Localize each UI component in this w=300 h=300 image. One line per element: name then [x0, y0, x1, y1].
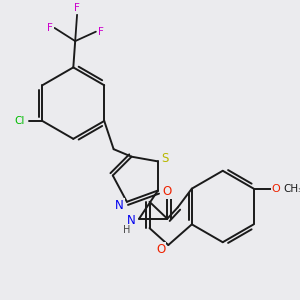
- Text: S: S: [162, 152, 169, 165]
- Text: O: O: [272, 184, 280, 194]
- Text: H: H: [123, 225, 130, 235]
- Text: F: F: [74, 3, 80, 13]
- Text: N: N: [115, 199, 124, 212]
- Text: F: F: [47, 23, 53, 33]
- Text: O: O: [156, 243, 165, 256]
- Text: N: N: [127, 214, 136, 227]
- Text: Cl: Cl: [15, 116, 25, 126]
- Text: CH₃: CH₃: [284, 184, 300, 194]
- Text: O: O: [163, 185, 172, 198]
- Text: F: F: [98, 27, 103, 37]
